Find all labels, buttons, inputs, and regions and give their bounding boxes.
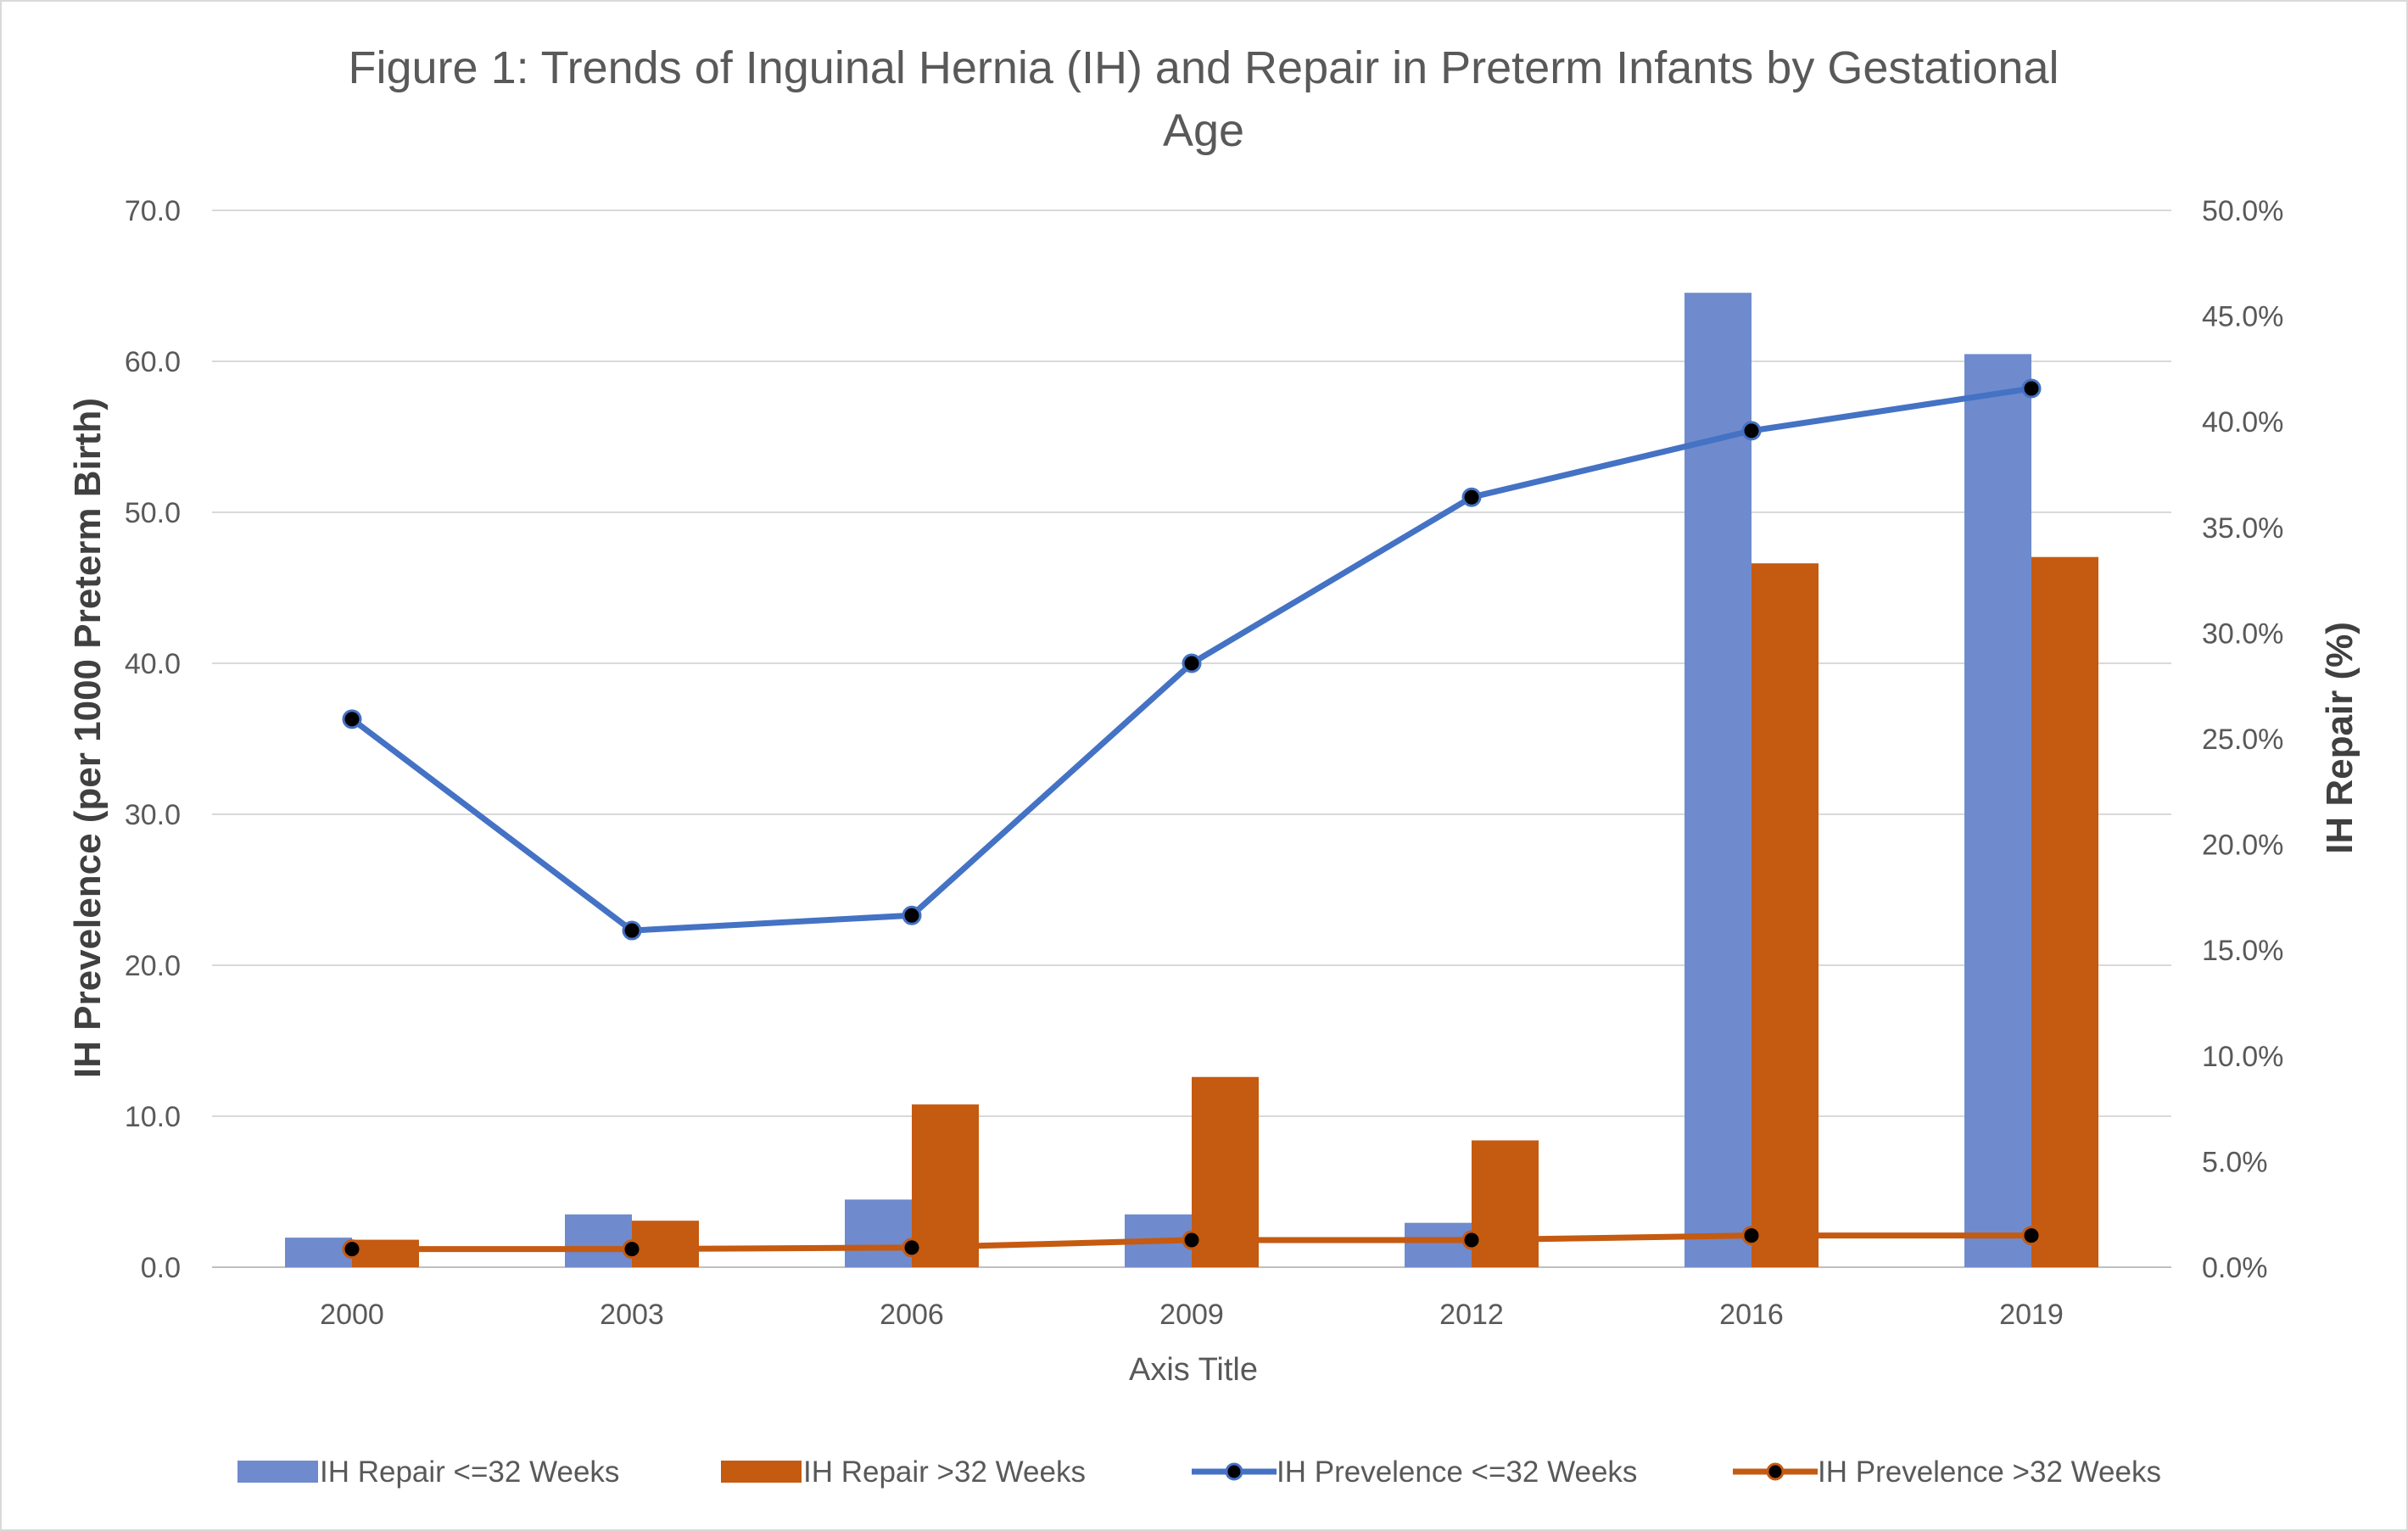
left-tick-label: 0.0 bbox=[141, 1252, 181, 1284]
x-tick-label: 2006 bbox=[880, 1299, 944, 1331]
left-axis-ticks: 0.0 10.0 20.0 30.0 40.0 50.0 60.0 70.0 bbox=[125, 195, 181, 1284]
legend-item: IH Repair >32 Weeks bbox=[721, 1456, 1086, 1489]
legend-label: IH Prevelence <=32 Weeks bbox=[1277, 1456, 1637, 1489]
x-tick-label: 2003 bbox=[600, 1299, 664, 1331]
legend-marker bbox=[1766, 1462, 1785, 1481]
right-tick-label: 45.0% bbox=[2202, 301, 2283, 333]
bar bbox=[2031, 556, 2098, 1267]
legend-label: IH Repair >32 Weeks bbox=[803, 1456, 1086, 1489]
left-tick-label: 10.0 bbox=[125, 1101, 181, 1133]
line-point bbox=[342, 1239, 362, 1260]
bar bbox=[1684, 293, 1752, 1267]
bar bbox=[845, 1199, 912, 1267]
legend-label: IH Prevelence >32 Weeks bbox=[1818, 1456, 2161, 1489]
left-tick-label: 60.0 bbox=[125, 346, 181, 378]
right-tick-label: 15.0% bbox=[2202, 935, 2283, 967]
legend-marker bbox=[1225, 1462, 1243, 1481]
x-tick-label: 2012 bbox=[1439, 1299, 1504, 1331]
right-axis-title: IH Repair (%) bbox=[2319, 622, 2361, 854]
line-point bbox=[622, 920, 642, 941]
right-tick-label: 40.0% bbox=[2202, 406, 2283, 439]
bar bbox=[1472, 1140, 1539, 1267]
line-point bbox=[1741, 421, 1762, 441]
chart-title-line1: Figure 1: Trends of Inguinal Hernia (IH)… bbox=[349, 42, 2059, 93]
x-tick-label: 2000 bbox=[320, 1299, 384, 1331]
line-point bbox=[1461, 1230, 1482, 1250]
line-series bbox=[342, 378, 2042, 1260]
right-tick-label: 35.0% bbox=[2202, 512, 2283, 545]
bar bbox=[1192, 1076, 1259, 1267]
bar bbox=[285, 1238, 352, 1267]
bar bbox=[1405, 1222, 1472, 1267]
right-tick-label: 30.0% bbox=[2202, 617, 2283, 650]
left-tick-label: 50.0 bbox=[125, 497, 181, 529]
legend-item: IH Prevelence <=32 Weeks bbox=[1192, 1456, 1637, 1489]
bar bbox=[1752, 563, 1819, 1267]
legend-swatch bbox=[721, 1461, 802, 1483]
x-axis-title: Axis Title bbox=[1129, 1352, 1258, 1388]
bar bbox=[565, 1214, 632, 1267]
x-tick-label: 2009 bbox=[1159, 1299, 1224, 1331]
left-tick-label: 30.0 bbox=[125, 799, 181, 831]
right-tick-label: 10.0% bbox=[2202, 1041, 2283, 1073]
left-tick-label: 70.0 bbox=[125, 195, 181, 227]
right-tick-label: 5.0% bbox=[2202, 1146, 2268, 1178]
bar bbox=[632, 1221, 699, 1267]
line-point bbox=[342, 709, 362, 729]
legend-item: IH Repair <=32 Weeks bbox=[237, 1456, 619, 1489]
line-point bbox=[1461, 487, 1482, 507]
bar bbox=[352, 1239, 419, 1267]
right-axis-ticks: 0.0% 5.0% 10.0% 15.0% 20.0% 25.0% 30.0% 35.0% 40… bbox=[2202, 195, 2283, 1284]
line-point bbox=[2021, 1226, 2042, 1246]
line-point bbox=[622, 1239, 642, 1260]
legend: IH Repair <=32 Weeks IH Repair >32 Weeks I… bbox=[237, 1456, 2161, 1489]
line-point bbox=[1741, 1226, 1762, 1246]
legend-label: IH Repair <=32 Weeks bbox=[320, 1456, 619, 1489]
right-tick-label: 0.0% bbox=[2202, 1252, 2268, 1284]
line-point bbox=[1182, 653, 1202, 673]
left-tick-label: 20.0 bbox=[125, 950, 181, 982]
line-point bbox=[902, 905, 922, 925]
right-tick-label: 20.0% bbox=[2202, 830, 2283, 862]
bar bbox=[1964, 354, 2031, 1267]
line-point bbox=[902, 1238, 922, 1258]
line-point bbox=[2021, 378, 2042, 399]
bar bbox=[912, 1104, 979, 1267]
left-tick-label: 40.0 bbox=[125, 648, 181, 680]
line-point bbox=[1182, 1230, 1202, 1250]
chart-title-line2: Age bbox=[1163, 105, 1244, 156]
x-tick-label: 2019 bbox=[1999, 1299, 2064, 1331]
right-tick-label: 50.0% bbox=[2202, 195, 2283, 227]
legend-item: IH Prevelence >32 Weeks bbox=[1733, 1456, 2161, 1489]
x-tick-label: 2016 bbox=[1719, 1299, 1784, 1331]
x-axis-ticks: 2000 2003 2006 2009 2012 2016 2019 bbox=[320, 1299, 2064, 1331]
left-axis-title: IH Prevelence (per 1000 Preterm Birth) bbox=[67, 398, 109, 1078]
right-tick-label: 25.0% bbox=[2202, 724, 2283, 756]
legend-swatch bbox=[237, 1461, 318, 1483]
